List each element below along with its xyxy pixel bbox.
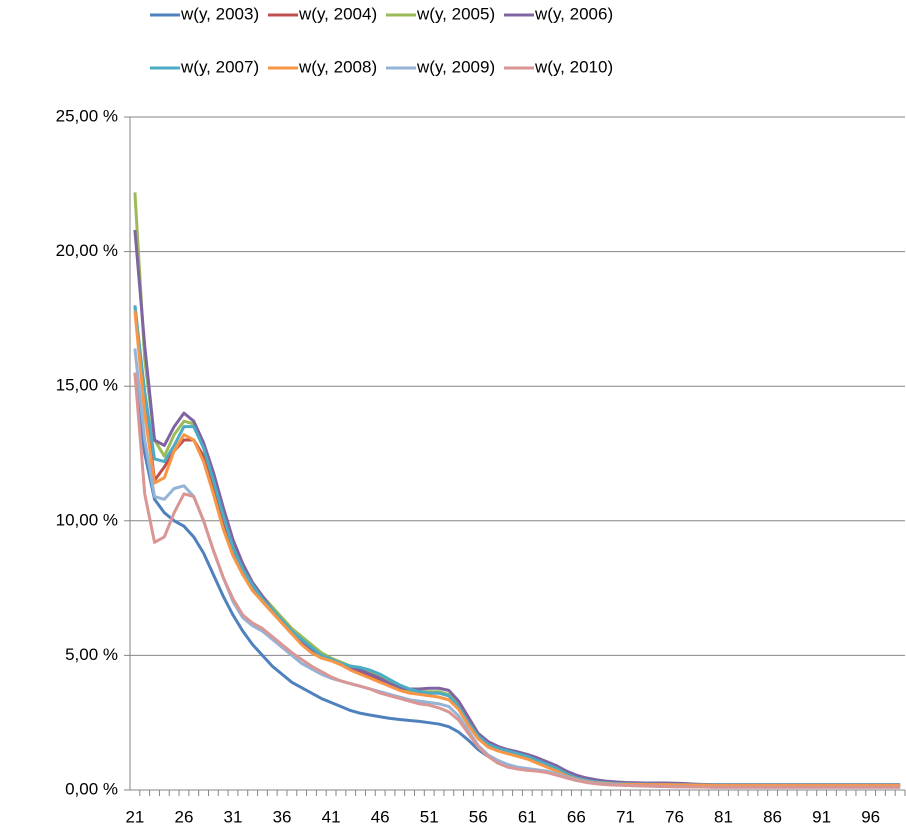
legend-label: w(y, 2008) [298, 57, 377, 76]
x-tick-label: 71 [616, 807, 635, 826]
legend-label: w(y, 2009) [416, 57, 495, 76]
legend-label: w(y, 2005) [416, 4, 495, 23]
x-tick-label: 66 [567, 807, 586, 826]
series-line [133, 305, 901, 787]
series-line [133, 192, 901, 787]
x-tick-label: 96 [861, 807, 880, 826]
x-tick-label: 76 [665, 807, 684, 826]
series-line [133, 310, 901, 787]
x-tick-label: 41 [322, 807, 341, 826]
series-line [133, 372, 901, 789]
legend-label: w(y, 2010) [534, 57, 613, 76]
x-tick-label: 61 [518, 807, 537, 826]
x-tick-label: 36 [273, 807, 292, 826]
x-tick-label: 86 [763, 807, 782, 826]
legend-label: w(y, 2006) [534, 4, 613, 23]
y-tick-label: 10,00 % [56, 510, 118, 529]
x-tick-label: 21 [125, 807, 144, 826]
legend-label: w(y, 2007) [180, 57, 259, 76]
x-tick-label: 81 [714, 807, 733, 826]
x-tick-label: 46 [371, 807, 390, 826]
series-line [133, 305, 901, 787]
y-tick-label: 20,00 % [56, 241, 118, 260]
x-tick-label: 26 [174, 807, 193, 826]
y-tick-label: 25,00 % [56, 106, 118, 125]
y-tick-label: 15,00 % [56, 376, 118, 395]
series-line [133, 229, 901, 787]
y-tick-label: 5,00 % [65, 645, 118, 664]
x-tick-label: 31 [224, 807, 243, 826]
x-tick-label: 91 [812, 807, 831, 826]
x-tick-label: 56 [469, 807, 488, 826]
legend-label: w(y, 2004) [298, 4, 377, 23]
y-tick-label: 0,00 % [65, 779, 118, 798]
legend-label: w(y, 2003) [180, 4, 259, 23]
x-tick-label: 51 [420, 807, 439, 826]
series-line [133, 348, 901, 789]
